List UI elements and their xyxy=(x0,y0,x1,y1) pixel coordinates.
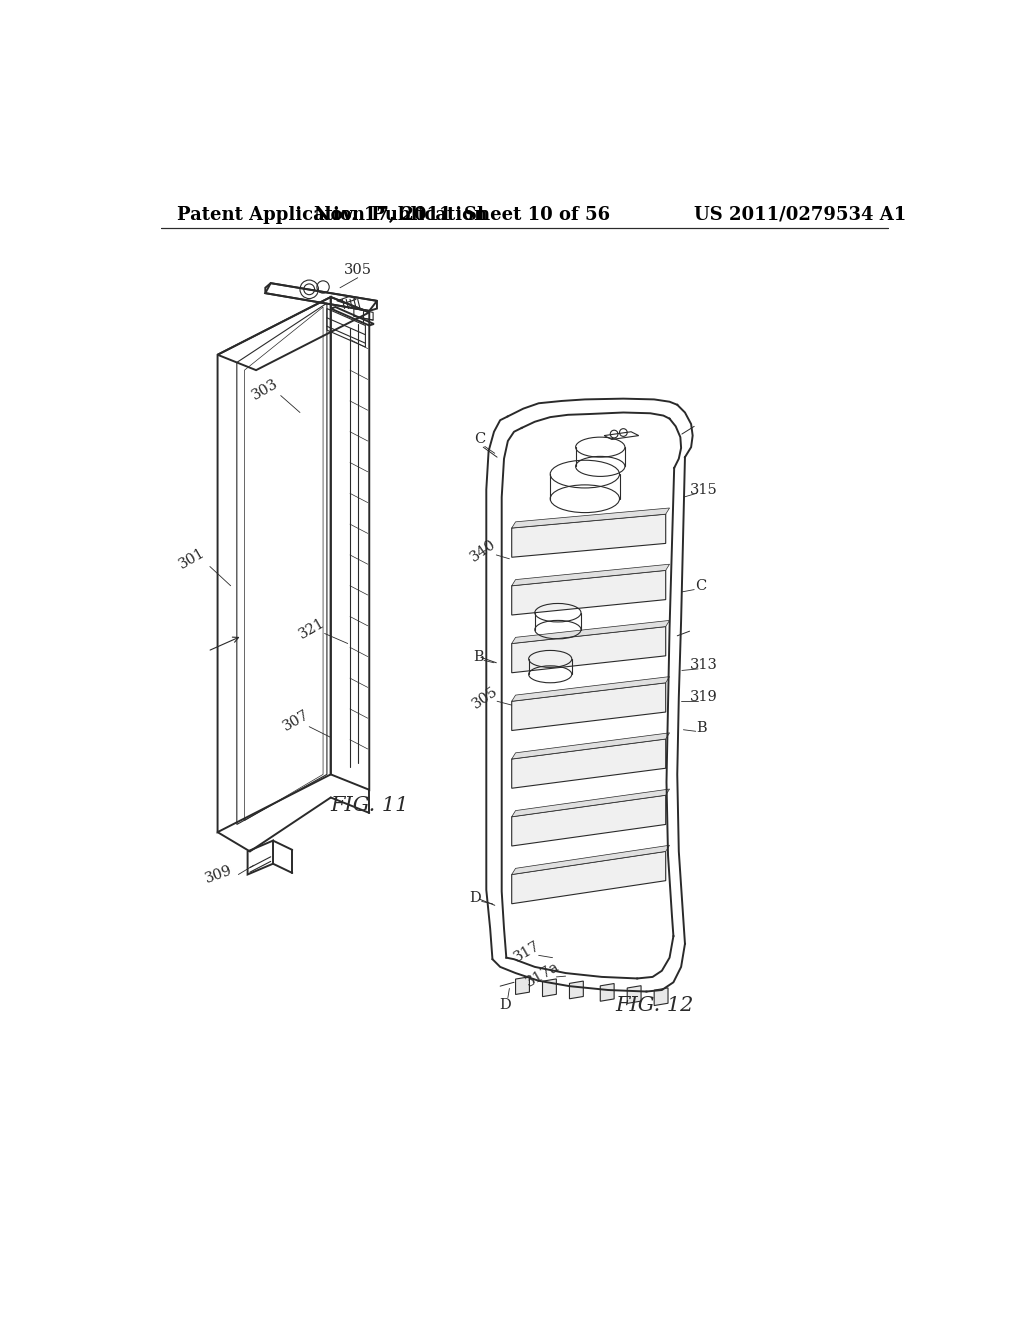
Text: 317a: 317a xyxy=(523,960,562,990)
Polygon shape xyxy=(543,979,556,997)
Text: FIG. 12: FIG. 12 xyxy=(615,995,693,1015)
Text: 340: 340 xyxy=(468,537,499,565)
Polygon shape xyxy=(512,570,666,615)
Polygon shape xyxy=(654,987,668,1006)
Text: 305: 305 xyxy=(344,263,372,277)
Text: FIG. 11: FIG. 11 xyxy=(330,796,409,814)
Polygon shape xyxy=(512,620,670,644)
Polygon shape xyxy=(512,851,666,904)
Text: D: D xyxy=(470,891,481,904)
Text: 315: 315 xyxy=(690,483,718,496)
Polygon shape xyxy=(569,981,584,999)
Text: 305: 305 xyxy=(469,684,501,711)
Polygon shape xyxy=(512,789,670,817)
Text: 317: 317 xyxy=(512,939,543,965)
Text: 303: 303 xyxy=(250,376,281,403)
Polygon shape xyxy=(515,977,529,994)
Polygon shape xyxy=(512,845,670,875)
Polygon shape xyxy=(512,677,670,701)
Text: 321: 321 xyxy=(296,615,327,642)
Polygon shape xyxy=(600,983,614,1002)
Polygon shape xyxy=(512,733,670,759)
Polygon shape xyxy=(512,682,666,730)
Text: D: D xyxy=(500,998,511,1012)
Text: 307: 307 xyxy=(281,708,311,734)
Text: Nov. 17, 2011  Sheet 10 of 56: Nov. 17, 2011 Sheet 10 of 56 xyxy=(313,206,609,223)
Polygon shape xyxy=(512,739,666,788)
Text: 313: 313 xyxy=(690,659,718,672)
Polygon shape xyxy=(512,508,670,528)
Text: 301: 301 xyxy=(176,545,208,572)
Text: B: B xyxy=(473,651,484,664)
Polygon shape xyxy=(628,986,641,1003)
Polygon shape xyxy=(512,564,670,586)
Text: US 2011/0279534 A1: US 2011/0279534 A1 xyxy=(694,206,906,223)
Polygon shape xyxy=(512,515,666,557)
Text: 319: 319 xyxy=(690,690,718,705)
Text: 309: 309 xyxy=(204,863,234,886)
Text: Patent Application Publication: Patent Application Publication xyxy=(177,206,487,223)
Polygon shape xyxy=(512,627,666,673)
Text: C: C xyxy=(474,433,485,446)
Text: C: C xyxy=(694,578,706,593)
Polygon shape xyxy=(512,795,666,846)
Text: B: B xyxy=(696,721,708,735)
